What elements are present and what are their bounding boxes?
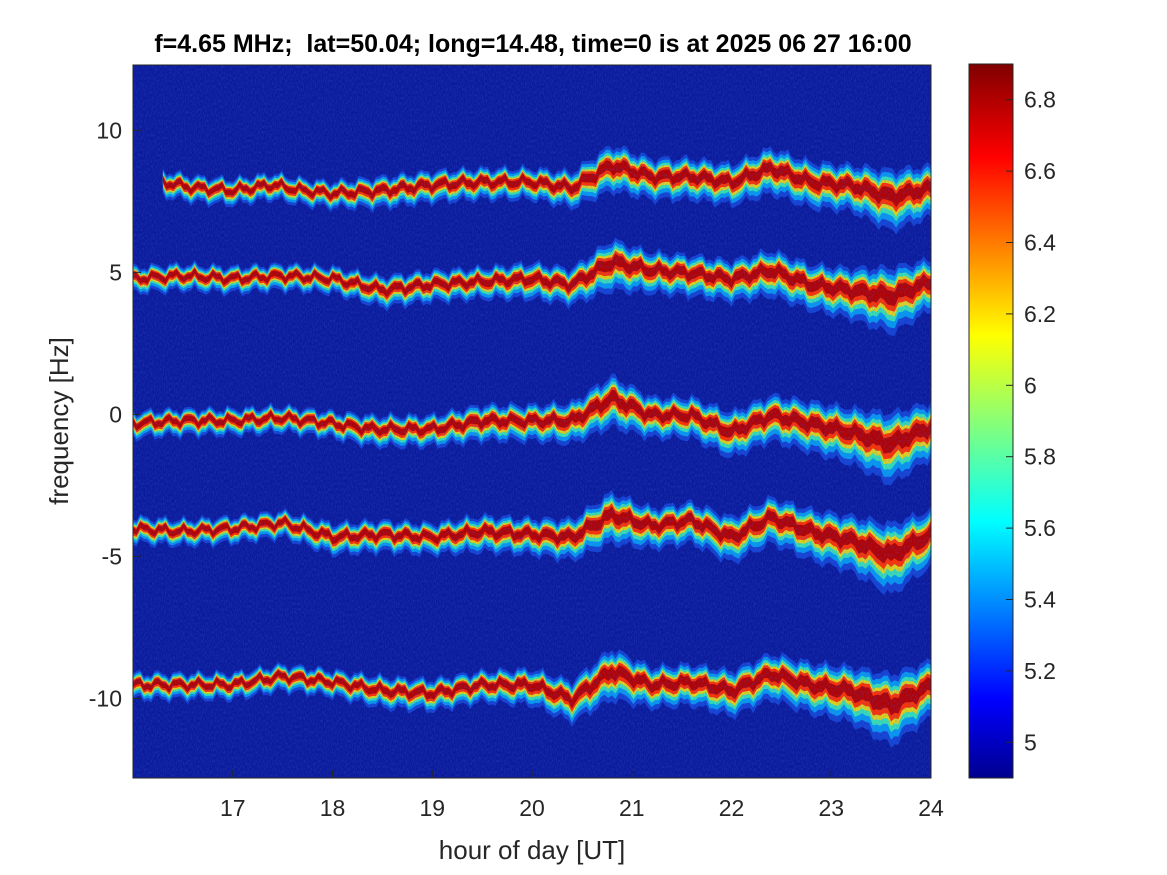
colorbar-tick-label: 5.6 [1024, 515, 1056, 541]
y-tick-label: 5 [109, 259, 122, 285]
colorbar-tick-label: 6.6 [1024, 158, 1056, 184]
y-tick-label: 10 [96, 117, 122, 143]
colorbar-tick-label: 5 [1024, 729, 1037, 755]
colorbar-tick-label: 6.4 [1024, 230, 1056, 256]
chart-title: f=4.65 MHz; lat=50.04; long=14.48, time=… [154, 30, 911, 58]
colorbar-tick-label: 6.8 [1024, 87, 1056, 113]
colorbar-tick-label: 6 [1024, 372, 1037, 398]
y-axis-label: frequency [Hz] [44, 337, 74, 505]
colorbar-tick-label: 5.4 [1024, 587, 1056, 613]
colorbar-tick-label: 5.8 [1024, 444, 1056, 470]
x-tick-label: 18 [320, 795, 346, 821]
colorbar-tick-label: 6.2 [1024, 301, 1056, 327]
echo-bands [133, 65, 931, 778]
colorbar-ticks: 6.8 6.6 6.4 6.2 6 5.8 5.6 5.4 5.2 5 [1006, 87, 1056, 755]
x-tick-label: 24 [918, 795, 944, 821]
y-tick-label: -5 [102, 543, 122, 569]
y-tick-label: 0 [109, 401, 122, 427]
x-tick-label: 23 [818, 795, 844, 821]
colorbar-tick-label: 5.2 [1024, 658, 1056, 684]
x-tick-label: 19 [419, 795, 445, 821]
x-tick-label: 17 [220, 795, 246, 821]
x-tick-label: 20 [519, 795, 545, 821]
x-tick-label: 22 [719, 795, 745, 821]
plot-area [132, 64, 932, 779]
y-tick-label: -10 [89, 685, 122, 711]
colorbar: 6.8 6.6 6.4 6.2 6 5.8 5.6 5.4 5.2 5 [968, 63, 1056, 779]
noise-texture [133, 65, 931, 778]
y-axis: 10 5 0 -5 -10 [89, 117, 141, 711]
x-axis-label: hour of day [UT] [439, 835, 625, 865]
x-tick-label: 21 [619, 795, 645, 821]
colorbar-gradient [968, 63, 1014, 779]
x-axis: 17 18 19 20 21 22 23 24 [220, 770, 944, 821]
